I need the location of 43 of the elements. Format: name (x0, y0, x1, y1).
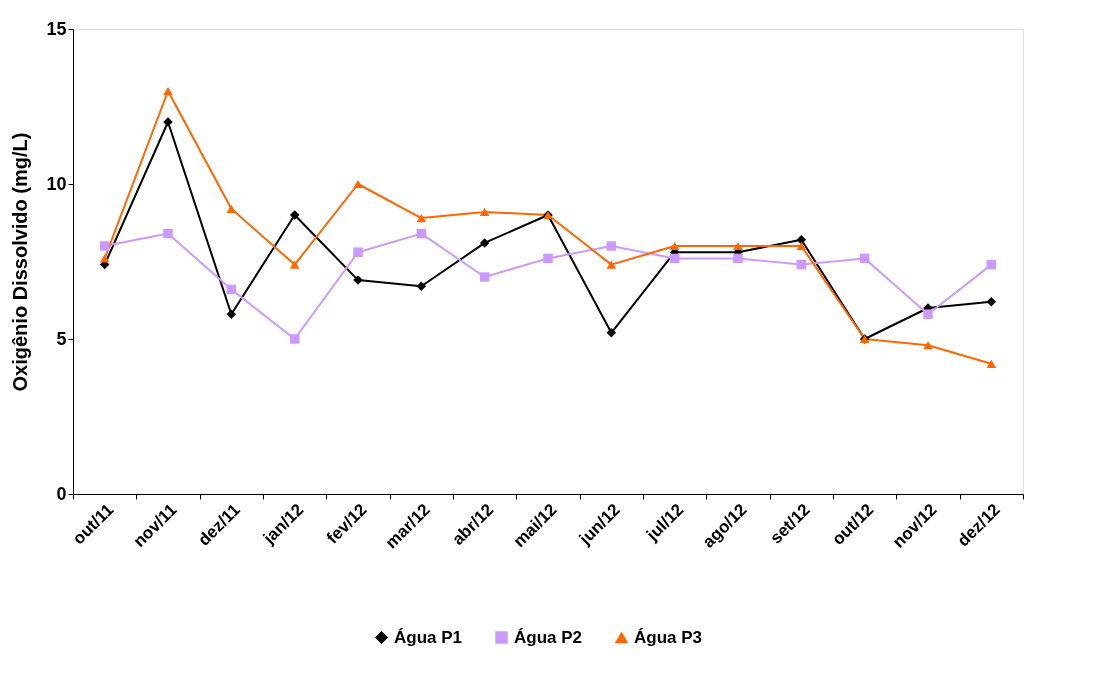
point (479, 272, 490, 282)
point (923, 309, 933, 319)
point (226, 204, 237, 213)
point (226, 309, 237, 319)
point (733, 253, 743, 264)
legend-label: Água P1 (394, 627, 463, 647)
point (353, 247, 363, 257)
point (986, 259, 997, 270)
point (543, 253, 553, 264)
point (416, 228, 427, 239)
point (923, 341, 933, 350)
point (289, 260, 300, 269)
point (353, 179, 363, 189)
point (163, 228, 173, 239)
y-tick-label: 5 (56, 328, 67, 349)
point (669, 253, 680, 264)
point (479, 238, 490, 248)
point (99, 254, 110, 263)
point (606, 260, 617, 269)
point (289, 334, 300, 344)
point (796, 241, 807, 251)
point (416, 213, 427, 223)
point (226, 284, 237, 295)
point (416, 281, 427, 292)
point (606, 328, 617, 338)
point (606, 241, 617, 251)
point (163, 86, 173, 96)
y-tick-label: 10 (46, 173, 67, 194)
point (479, 207, 490, 217)
point (796, 259, 807, 270)
y-tick-label: 0 (56, 483, 67, 504)
point (733, 241, 743, 251)
point (796, 235, 807, 245)
y-axis-title: Oxigênio Dissolvido (mg/L) (9, 132, 32, 392)
legend-label: Água P3 (634, 627, 703, 647)
y-tick-label: 15 (46, 18, 67, 39)
point (289, 210, 300, 220)
point (986, 297, 997, 307)
point (859, 253, 870, 264)
point (986, 359, 997, 368)
legend-label: Água P2 (514, 627, 583, 647)
point (669, 241, 680, 251)
point (99, 241, 110, 251)
